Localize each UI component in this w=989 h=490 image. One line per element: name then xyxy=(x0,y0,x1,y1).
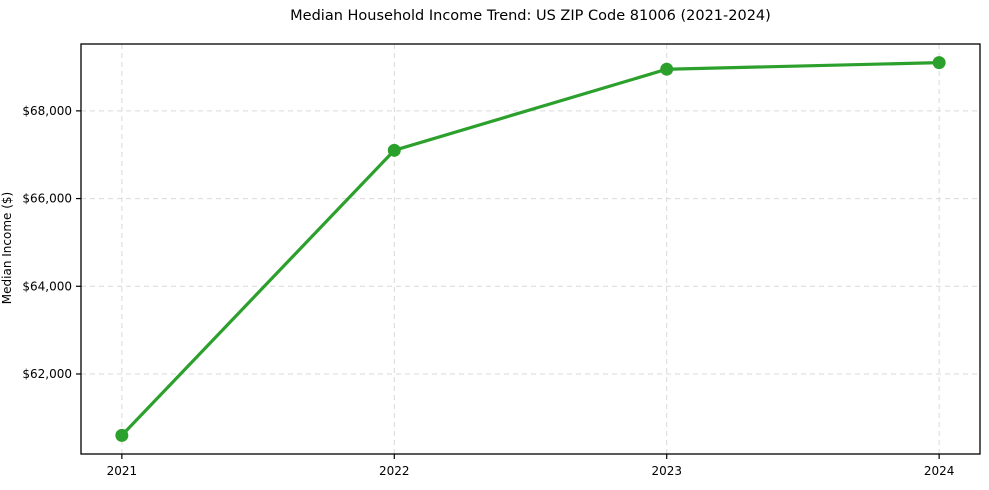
x-tick-label: 2022 xyxy=(379,464,410,478)
data-point-marker xyxy=(660,62,674,76)
x-tick-label: 2023 xyxy=(651,464,682,478)
plot-border xyxy=(80,43,981,455)
x-tick-label: 2021 xyxy=(107,464,138,478)
y-tick-label: $68,000 xyxy=(22,104,72,118)
y-tick-label: $64,000 xyxy=(22,279,72,293)
data-point-marker xyxy=(387,143,401,157)
data-point-marker xyxy=(932,56,946,70)
chart-title: Median Household Income Trend: US ZIP Co… xyxy=(290,8,771,24)
y-tick-label: $66,000 xyxy=(22,192,72,206)
series-line xyxy=(120,61,941,437)
x-tick-label: 2024 xyxy=(924,464,955,478)
data-point-marker xyxy=(115,428,129,442)
y-tick-label: $62,000 xyxy=(22,367,72,381)
